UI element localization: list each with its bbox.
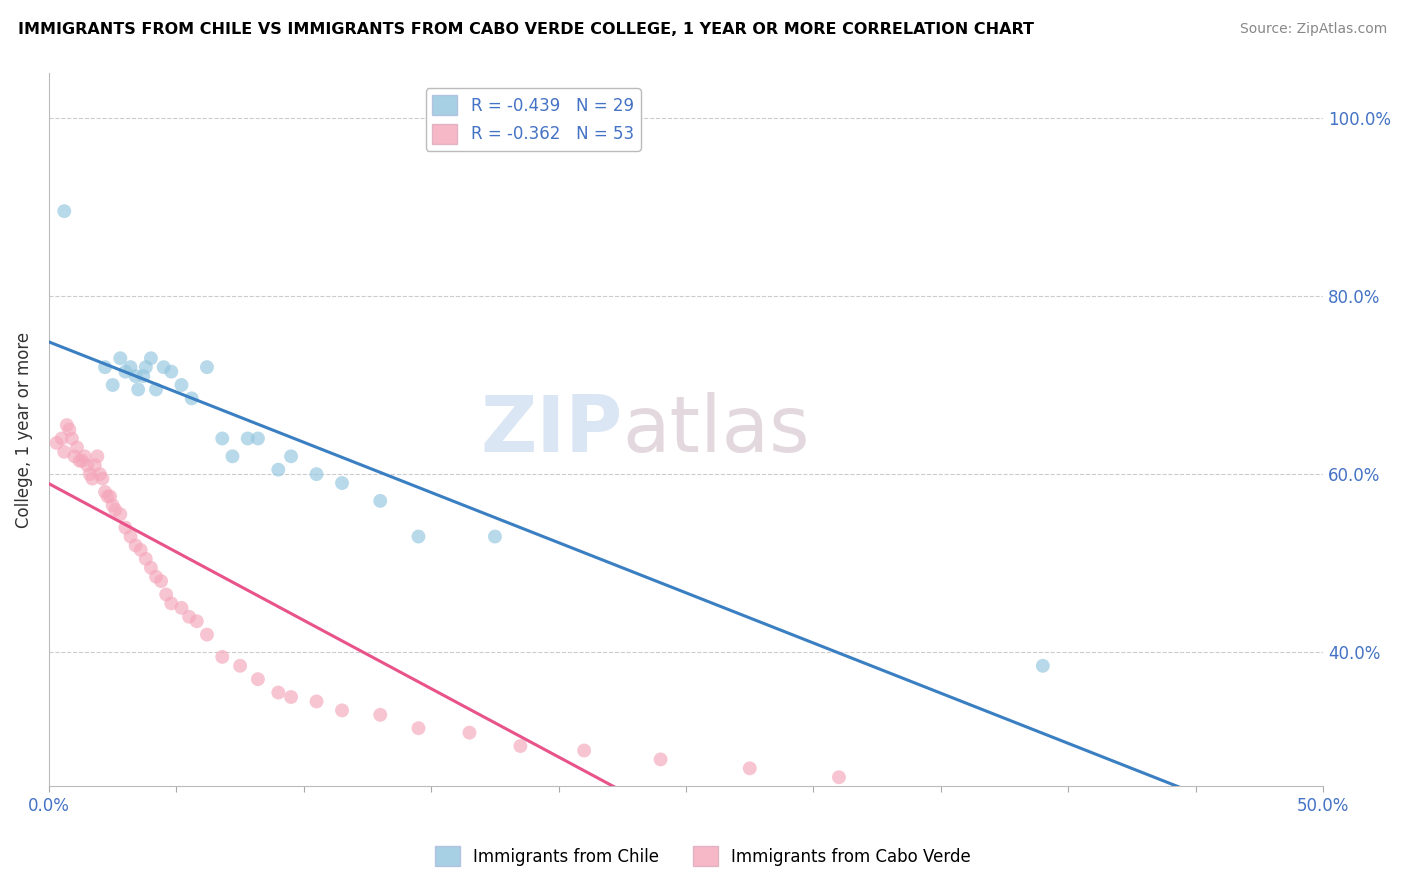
Point (114, 521, 136, 535)
Point (330, 703, 353, 717)
Point (51, 432, 73, 446)
Point (236, 432, 259, 446)
Point (267, 685, 290, 699)
Point (280, 690, 302, 704)
Point (368, 707, 391, 722)
Point (86, 450, 108, 464)
Point (69, 454, 91, 468)
Point (221, 450, 243, 464)
Point (738, 761, 761, 775)
Point (145, 569, 167, 583)
Point (179, 609, 201, 624)
Legend: Immigrants from Chile, Immigrants from Cabo Verde: Immigrants from Chile, Immigrants from C… (429, 839, 977, 873)
Point (211, 432, 233, 446)
Point (114, 365, 136, 379)
Point (305, 467, 328, 482)
Point (509, 739, 531, 753)
Point (155, 587, 177, 601)
Point (94, 485, 117, 500)
Point (66, 441, 89, 455)
Point (186, 614, 208, 628)
Point (650, 752, 672, 766)
Point (53, 445, 76, 459)
Point (127, 383, 149, 397)
Point (124, 538, 146, 552)
Text: atlas: atlas (623, 392, 810, 467)
Point (246, 432, 269, 446)
Point (408, 721, 430, 735)
Point (70, 454, 93, 468)
Point (56, 418, 79, 433)
Point (458, 725, 481, 739)
Point (305, 694, 328, 708)
Point (132, 369, 155, 384)
Point (160, 596, 183, 610)
Point (89, 467, 111, 482)
Point (124, 369, 146, 384)
Point (195, 627, 218, 641)
Legend: R = -0.439   N = 29, R = -0.362   N = 53: R = -0.439 N = 29, R = -0.362 N = 53 (426, 88, 641, 151)
Point (83, 458, 105, 473)
Point (101, 378, 124, 392)
Point (1032, 658, 1054, 673)
Point (246, 672, 269, 686)
Point (280, 450, 302, 464)
Point (267, 463, 290, 477)
Text: Source: ZipAtlas.com: Source: ZipAtlas.com (1240, 22, 1388, 37)
Point (572, 743, 595, 757)
Point (60, 432, 83, 446)
Point (45, 436, 67, 450)
Point (828, 770, 851, 784)
Point (76, 458, 98, 473)
Point (170, 378, 193, 392)
Point (135, 551, 157, 566)
Point (73, 450, 96, 464)
Point (94, 360, 117, 375)
Point (82, 472, 104, 486)
Text: IMMIGRANTS FROM CHILE VS IMMIGRANTS FROM CABO VERDE COLLEGE, 1 YEAR OR MORE CORR: IMMIGRANTS FROM CHILE VS IMMIGRANTS FROM… (18, 22, 1035, 37)
Point (195, 360, 218, 375)
Point (160, 365, 183, 379)
Point (58, 423, 80, 437)
Point (135, 360, 157, 375)
Point (484, 529, 506, 543)
Point (229, 658, 252, 673)
Point (63, 450, 86, 464)
Point (98, 490, 121, 504)
Point (211, 649, 233, 664)
Point (53, 204, 76, 219)
Text: ZIP: ZIP (479, 392, 623, 467)
Point (368, 494, 391, 508)
Point (110, 508, 132, 522)
Point (330, 476, 353, 491)
Point (170, 600, 193, 615)
Point (150, 574, 173, 588)
Point (79, 467, 101, 482)
Point (91, 472, 114, 486)
Point (152, 360, 174, 375)
Point (97, 490, 120, 504)
Point (145, 383, 167, 397)
Point (120, 529, 142, 543)
Point (180, 392, 202, 406)
Y-axis label: College, 1 year or more: College, 1 year or more (15, 332, 32, 528)
Point (120, 360, 142, 375)
Point (101, 499, 124, 513)
Point (139, 351, 162, 366)
Point (110, 351, 132, 366)
Point (139, 560, 162, 574)
Point (129, 542, 152, 557)
Point (104, 503, 127, 517)
Point (408, 529, 430, 543)
